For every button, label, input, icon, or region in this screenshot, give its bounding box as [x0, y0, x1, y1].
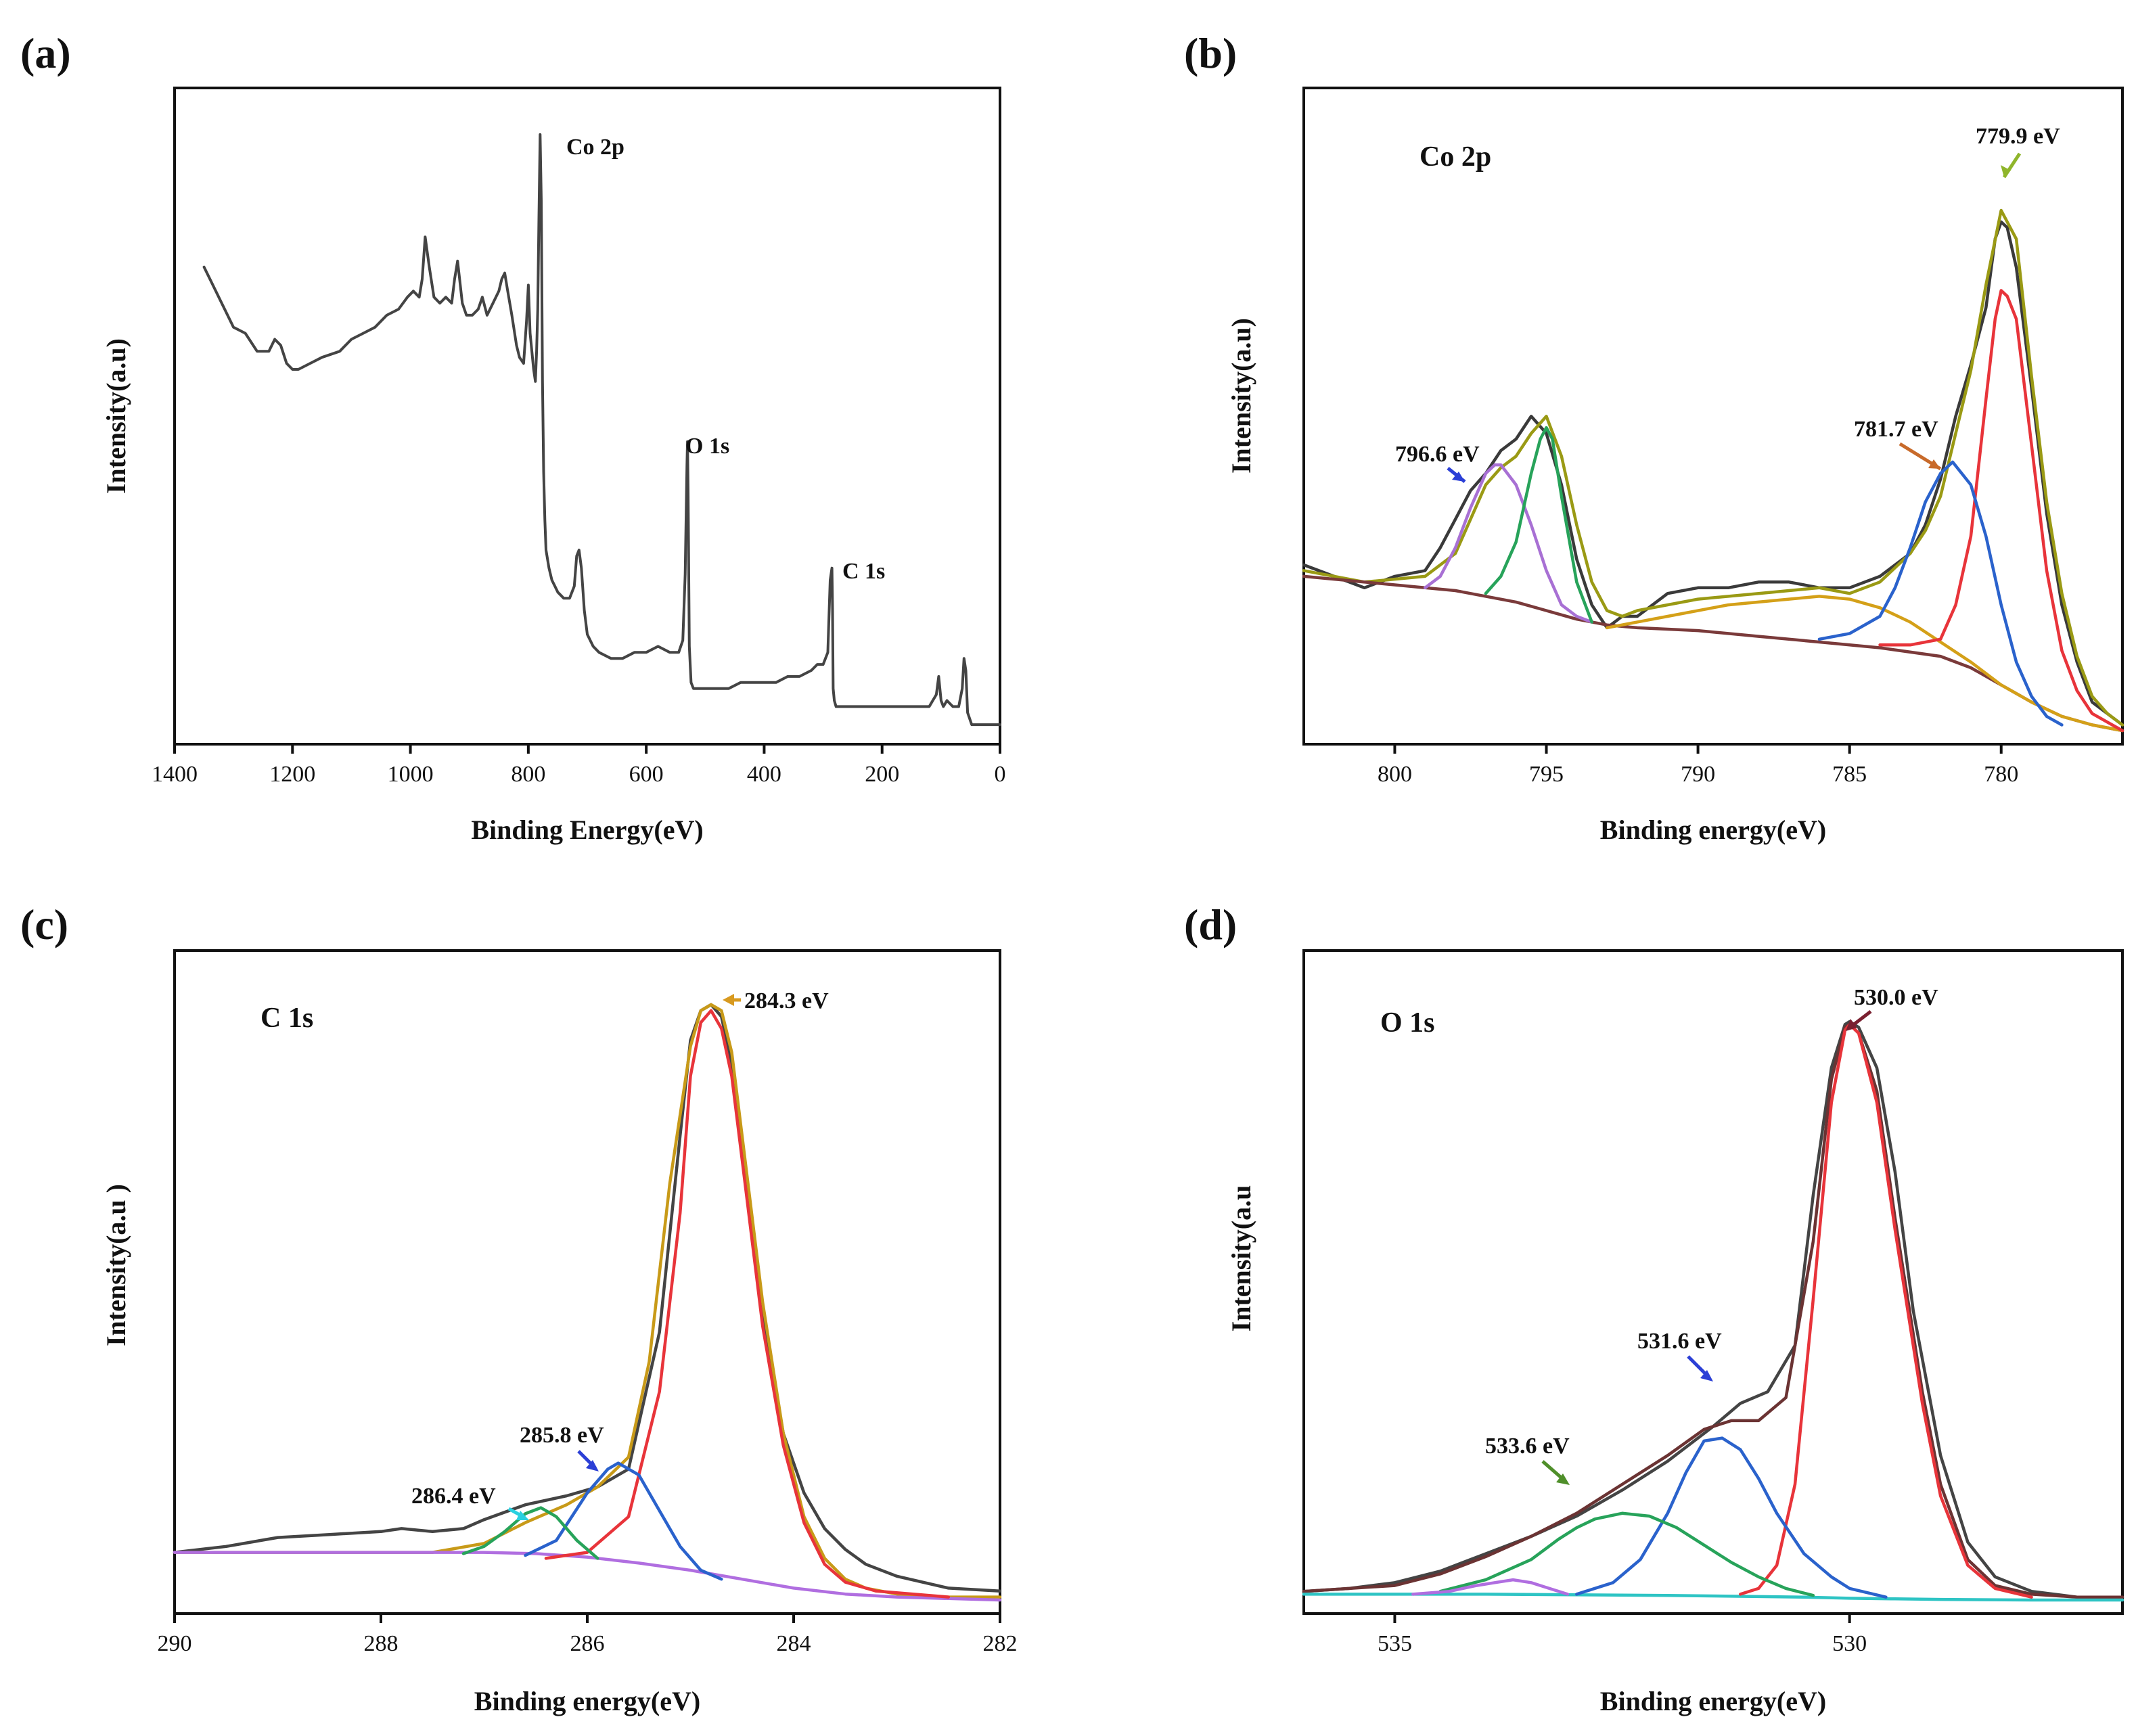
peak-label-796-6: 796.6 eV	[1395, 442, 1480, 467]
x-tick-label-b-3: 785	[1832, 762, 1867, 787]
series-line-b-6	[1424, 463, 1593, 624]
x-tick-label-d-0: 535	[1378, 1631, 1412, 1656]
x-tick-label-c-1: 288	[364, 1631, 399, 1656]
peak-label-co2p: Co 2p	[566, 135, 624, 160]
x-tick-label-c-3: 284	[777, 1631, 811, 1656]
plot-frame-d	[1302, 949, 2124, 1615]
x-tick-label-a-7: 0	[995, 762, 1006, 787]
arrowhead-284-3	[723, 994, 734, 1006]
peak-label-779-9: 779.9 eV	[1976, 124, 2060, 149]
peak-label-530-0: 530.0 eV	[1854, 985, 1938, 1010]
y-axis-label-b: Intensity(a.u)	[1226, 318, 1256, 474]
panel-d-o1s: (d) 535 530 Binding energy(eV) Intensity(…	[1184, 900, 2124, 1716]
plot-frame-b	[1302, 87, 2124, 746]
peak-label-284-3: 284.3 eV	[744, 988, 829, 1013]
x-ticks-a: 1400 1200 1000 800 600 400 200 0	[152, 744, 1006, 787]
x-tick-label-b-0: 800	[1378, 762, 1412, 787]
x-tick-label-c-2: 286	[570, 1631, 605, 1656]
x-axis-label-d: Binding energy(eV)	[1600, 1686, 1826, 1716]
series-line-b-4	[1878, 289, 2124, 733]
panel-label-b: (b)	[1184, 29, 1237, 77]
x-tick-label-b-1: 795	[1529, 762, 1564, 787]
x-tick-label-c-0: 290	[158, 1631, 192, 1656]
x-tick-label-a-4: 600	[629, 762, 664, 787]
panel-label-c: (c)	[20, 900, 68, 949]
series-line-b-3	[1605, 595, 2124, 733]
x-axis-label-a: Binding Energy(eV)	[471, 815, 703, 845]
series-line-b-7	[1484, 426, 1593, 624]
peak-label-285-8: 285.8 eV	[520, 1423, 604, 1448]
series-line-d-3	[1739, 1023, 2033, 1599]
series-line-d-1	[1302, 1023, 2124, 1599]
series-line-d-4	[1575, 1436, 1888, 1599]
arrowhead-781-7	[1928, 459, 1940, 469]
arrowhead-533-6	[1556, 1474, 1570, 1485]
series-group-b	[1302, 208, 2124, 733]
series-line-c-1	[173, 1003, 1002, 1599]
plot-frame-c	[173, 949, 1001, 1615]
series-line-a-0	[202, 133, 1001, 727]
series-line-c-4	[524, 1461, 723, 1581]
series-line-b-0	[1302, 220, 2124, 727]
series-line-b-5	[1817, 460, 2064, 727]
corner-label-c: C 1s	[260, 1003, 313, 1034]
series-line-d-0	[1302, 1020, 2124, 1599]
x-axis-label-c: Binding energy(eV)	[474, 1686, 700, 1716]
corner-label-b: Co 2p	[1419, 141, 1491, 173]
x-tick-label-d-1: 530	[1832, 1631, 1867, 1656]
panel-a-survey: (a) 1400 1200 1000 800 600 400 200 0 Binding En…	[20, 29, 1006, 845]
series-line-c-3	[544, 1009, 951, 1599]
arrowhead-796-6	[1452, 472, 1465, 482]
series-group-d	[1302, 1020, 2124, 1602]
series-line-d-5	[1438, 1511, 1815, 1597]
peak-label-c1s: C 1s	[842, 559, 885, 584]
series-group-c	[173, 1003, 1002, 1602]
series-line-c-0	[173, 1003, 1002, 1593]
x-tick-label-a-6: 200	[865, 762, 899, 787]
x-ticks-c: 290 288 286 284 282	[158, 1614, 1018, 1656]
x-axis-label-b: Binding energy(eV)	[1600, 815, 1826, 845]
y-axis-label-c: Intensity(a.u )	[101, 1184, 131, 1346]
series-group-a	[202, 133, 1001, 727]
y-axis-label-a: Intensity(a.u)	[101, 338, 131, 494]
series-line-c-5	[461, 1506, 599, 1560]
series-line-b-1	[1302, 208, 2124, 727]
x-tick-label-c-4: 282	[983, 1631, 1018, 1656]
x-tick-label-a-0: 1400	[152, 762, 198, 787]
panel-b-co2p: (b) 800 795 790 785 780 Binding energy(eV) I…	[1184, 29, 2124, 845]
peak-label-o1s: O 1s	[685, 434, 729, 459]
arrowhead-531-6	[1700, 1370, 1713, 1381]
panel-label-d: (d)	[1184, 900, 1237, 949]
plot-frame-a	[173, 87, 1001, 746]
peak-label-531-6: 531.6 eV	[1637, 1329, 1722, 1354]
y-axis-label-d: Intensity(a.u	[1226, 1185, 1256, 1332]
x-tick-label-a-2: 1000	[388, 762, 434, 787]
panel-c-c1s: (c) 290 288 286 284 282 Binding energy(eV) I…	[20, 900, 1018, 1716]
x-tick-label-a-1: 1200	[269, 762, 315, 787]
x-tick-label-b-4: 780	[1984, 762, 2018, 787]
panel-label-a: (a)	[20, 29, 71, 77]
peak-label-781-7: 781.7 eV	[1854, 417, 1938, 442]
peak-label-286-4: 286.4 eV	[411, 1484, 496, 1509]
peak-label-533-6: 533.6 eV	[1485, 1434, 1570, 1459]
x-tick-label-a-5: 400	[747, 762, 781, 787]
series-line-c-2	[173, 1551, 1002, 1602]
arrowhead-286-4	[516, 1511, 529, 1520]
series-line-d-2	[1302, 1593, 2124, 1602]
x-ticks-b: 800 795 790 785 780	[1378, 744, 2018, 787]
x-ticks-d: 535 530	[1378, 1614, 1867, 1656]
arrowhead-530-0	[1846, 1019, 1857, 1031]
x-tick-label-a-3: 800	[511, 762, 545, 787]
arrowhead-779-9	[2001, 165, 2011, 177]
arrowhead-285-8	[586, 1460, 599, 1471]
x-tick-label-b-2: 790	[1681, 762, 1715, 787]
corner-label-d: O 1s	[1380, 1007, 1435, 1038]
series-line-d-6	[1411, 1578, 1570, 1596]
